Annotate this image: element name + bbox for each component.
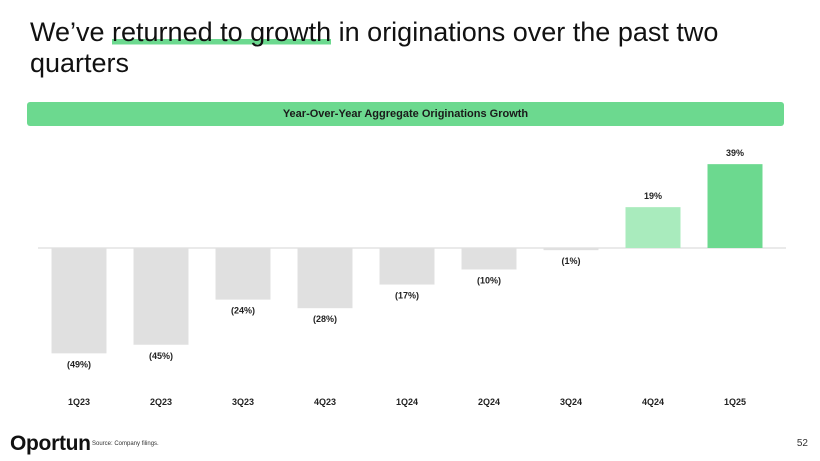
data-label-2Q23: (45%)	[149, 351, 173, 361]
headline-after: in originations over the past two quarte…	[30, 17, 719, 78]
bar-1Q25	[707, 164, 763, 248]
bar-3Q23	[215, 248, 271, 300]
oportun-logo: Oportun	[10, 432, 91, 455]
bar-2Q23	[133, 248, 189, 345]
data-label-4Q24: 19%	[644, 191, 662, 201]
x-tick-4Q23: 4Q23	[314, 397, 336, 407]
headline-highlight: returned to growth	[112, 17, 332, 47]
data-label-4Q23: (28%)	[313, 314, 337, 324]
bar-4Q23	[297, 248, 353, 309]
data-label-2Q24: (10%)	[477, 276, 501, 286]
x-tick-1Q23: 1Q23	[68, 397, 90, 407]
bar-1Q23	[51, 248, 107, 354]
x-tick-1Q24: 1Q24	[396, 397, 418, 407]
x-tick-3Q24: 3Q24	[560, 397, 582, 407]
x-tick-2Q24: 2Q24	[478, 397, 500, 407]
x-tick-4Q24: 4Q24	[642, 397, 664, 407]
data-label-1Q24: (17%)	[395, 291, 419, 301]
bar-3Q24	[543, 248, 599, 251]
bar-4Q24	[625, 207, 681, 248]
data-label-1Q23: (49%)	[67, 359, 91, 369]
x-tick-3Q23: 3Q23	[232, 397, 254, 407]
data-label-3Q24: (1%)	[561, 256, 580, 266]
bar-1Q24	[379, 248, 435, 285]
data-label-1Q25: 39%	[726, 148, 744, 158]
data-label-3Q23: (24%)	[231, 306, 255, 316]
chart-title: Year-Over-Year Aggregate Originations Gr…	[282, 108, 529, 120]
page-number: 52	[796, 438, 808, 449]
bar-2Q24	[461, 248, 517, 270]
x-tick-2Q23: 2Q23	[150, 397, 172, 407]
headline: We’ve returned to growth in originations…	[30, 17, 790, 79]
headline-before: We’ve	[30, 17, 113, 47]
chart-title-banner: Year-Over-Year Aggregate Originations Gr…	[27, 102, 784, 126]
x-tick-1Q25: 1Q25	[724, 397, 746, 407]
source-note: Source: Company filings.	[92, 441, 159, 447]
